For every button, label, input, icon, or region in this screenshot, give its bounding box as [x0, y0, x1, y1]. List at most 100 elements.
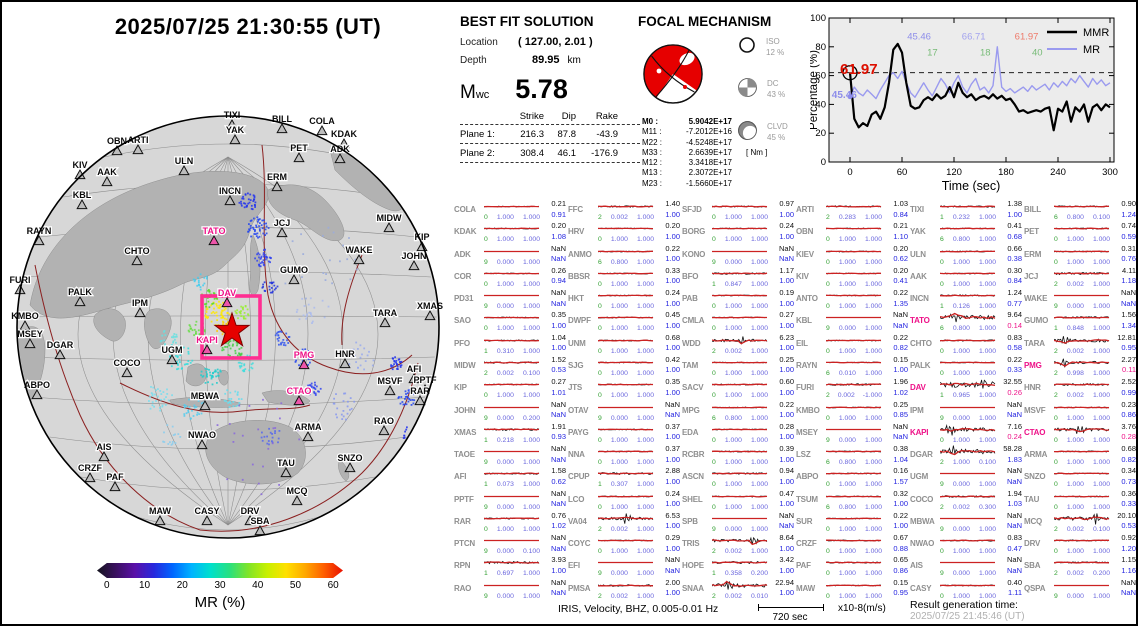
- waveform-icon: [940, 272, 996, 275]
- station-code: AFI: [454, 472, 467, 482]
- station-weights: 0 1.000 1.000: [940, 347, 996, 355]
- station-weights: 0 1.000 1.000: [1054, 481, 1110, 489]
- station-weights: 9 0.000 1.000: [826, 325, 882, 333]
- station-amplitudes: 0.20 1.00: [665, 221, 680, 241]
- station-amplitudes: 3.42 1.00: [779, 555, 794, 575]
- station-code: TAM: [682, 360, 699, 370]
- map-station-TARA: TARA: [372, 307, 399, 328]
- colorbar-tick-60: 60: [327, 580, 339, 591]
- station-amplitudes: NaN NaN: [778, 510, 794, 531]
- grid-cell-SBA: SBA 2 0.002 0.200 1.15 1.16: [1024, 554, 1138, 577]
- best-fit-panel: BEST FIT SOLUTION Location ( 127.00, 2.0…: [460, 14, 640, 196]
- grid-cell-PMG: PMG 2 0.998 1.000 2.27 0.11: [1024, 354, 1138, 377]
- waveform-icon: [484, 205, 540, 208]
- station-amplitudes: 0.22 1.35: [893, 288, 908, 308]
- svg-text:ABPO: ABPO: [24, 380, 50, 390]
- waveform-icon: [712, 272, 768, 275]
- grid-cell-NNA: NNA 0 1.000 1.000 0.37 1.00: [568, 443, 682, 466]
- svg-text:HNR: HNR: [335, 349, 355, 359]
- waveform-icon: [826, 339, 882, 342]
- station-triangle-icon: [384, 384, 396, 396]
- station-triangle-icon: [76, 198, 88, 210]
- station-weights: 0 1.000 1.000: [484, 325, 540, 333]
- station-amplitudes: 0.45 1.00: [665, 310, 680, 330]
- station-amplitudes: 0.24 1.00: [665, 288, 680, 308]
- station-weights: 0 1.000 1.000: [712, 214, 768, 221]
- station-weights: 2 1.000 0.100: [940, 459, 996, 467]
- station-amplitudes: 0.15 1.00: [893, 354, 908, 375]
- grid-cell-COYC: COYC 0 1.000 1.000 0.29 1.00: [568, 532, 682, 555]
- grid-cell-CRZF: CRZF 0 1.000 1.000 0.67 0.88: [796, 532, 910, 555]
- station-weights: 2 0.002 0.100: [484, 369, 540, 377]
- tensor-row-M22: M22 : -4.5248E+17: [642, 137, 732, 147]
- station-code: ANTO: [796, 294, 818, 304]
- map-station-PALK: PALK: [67, 286, 94, 307]
- waveform-icon: [484, 517, 540, 520]
- station-amplitudes: NaN NaN: [550, 533, 566, 553]
- station-weights: 9 0.000 1.000: [484, 303, 540, 311]
- waveform-icon: [826, 272, 882, 275]
- station-weights: 2 0.002 1.000: [712, 347, 768, 355]
- grid-cell-RCBR: RCBR 0 1.000 1.000 0.39 1.00: [682, 443, 796, 466]
- station-code: AAK: [910, 271, 927, 281]
- station-triangle-icon: [98, 450, 110, 462]
- grid-cell-PAF: PAF 0 1.000 1.000 0.65 0.86: [796, 554, 910, 577]
- moment-tensor-list: M0 :5.9042E+17 M11 : -7.2012E+16 M22 : -4.52…: [642, 117, 792, 189]
- grid-cell-ASCN: ASCN 0 1.000 1.000 0.94 1.00: [682, 465, 796, 488]
- station-amplitudes: 0.34 0.73: [1121, 466, 1136, 486]
- station-amplitudes: 9.64 0.14: [1007, 310, 1022, 330]
- station-triangle-icon: [224, 194, 236, 206]
- station-code: MAW: [796, 583, 815, 593]
- grid-cell-SJG: SJG 0 1.000 1.000 0.42 1.00: [568, 354, 682, 377]
- station-weights: 0 1.000 1.000: [940, 258, 996, 266]
- station-code: KDAK: [454, 227, 477, 237]
- station-weights: 6 0.800 1.000: [598, 258, 654, 266]
- waveform-icon: [1054, 539, 1110, 542]
- svg-text:40: 40: [1032, 47, 1043, 58]
- waveform-icon: [940, 562, 995, 564]
- waveform-icon: [826, 428, 881, 430]
- waveform-icon: [598, 450, 654, 453]
- station-weights: 0 1.000 1.000: [826, 525, 882, 533]
- grid-cell-KIP: KIP 0 1.000 1.000 0.27 1.01: [454, 376, 568, 399]
- grid-cell-PPTF: PPTF 9 0.000 1.000 NaN NaN: [454, 488, 568, 511]
- station-amplitudes: 6.53 1.00: [665, 510, 680, 531]
- station-amplitudes: 0.66 0.38: [1007, 243, 1022, 264]
- station-code: ERM: [1024, 249, 1042, 259]
- grid-cell-WAKE: WAKE 9 0.000 1.000 NaN NaN: [1024, 287, 1138, 310]
- svg-text:SNZO: SNZO: [337, 453, 362, 463]
- station-amplitudes: 0.65 0.86: [893, 555, 908, 575]
- station-amplitudes: 32.55 0.26: [1003, 377, 1022, 397]
- grid-cell-JTS: JTS 0 1.000 1.000 0.35 1.00: [568, 376, 682, 399]
- station-weights: 0 1.000 1.000: [598, 369, 654, 377]
- station-weights: 1 0.218 1.000: [484, 436, 540, 444]
- station-weights: 9 0.000 1.000: [826, 436, 882, 444]
- station-weights: 0 1.000 1.000: [598, 503, 654, 511]
- tensor-row-M33: M33 :2.6639E+17[ Nm ]: [642, 147, 768, 157]
- grid-cell-EIL: EIL 0 1.000 1.000 0.22 0.82: [796, 332, 910, 355]
- station-triangle-icon: [280, 466, 292, 478]
- station-amplitudes: NaN NaN: [550, 488, 566, 509]
- svg-text:180: 180: [998, 167, 1014, 178]
- colorbar-tick-50: 50: [289, 580, 302, 591]
- colorbar-label: MR (%): [194, 594, 246, 611]
- waveform-icon: [1054, 406, 1110, 408]
- station-amplitudes: 3.93 1.00: [551, 555, 566, 575]
- station-triangle-icon: [178, 164, 190, 176]
- waveform-icon: [484, 316, 540, 319]
- waveform-icon: [598, 361, 654, 364]
- svg-text:61.97: 61.97: [840, 61, 878, 78]
- station-weights: 9 0.000 1.000: [598, 570, 654, 578]
- station-code: ADK: [454, 249, 471, 259]
- grid-cell-TAOE: TAOE 9 0.000 1.000 NaN NaN: [454, 443, 568, 466]
- grid-cell-ADK: ADK 9 0.000 1.000 NaN NaN: [454, 243, 568, 266]
- grid-cell-CTAO: CTAO 0 1.000 1.000 3.76 0.28: [1024, 421, 1138, 444]
- grid-cell-UGM: UGM 9 0.000 1.000 NaN NaN: [910, 465, 1024, 488]
- station-code: SNAA: [682, 583, 704, 593]
- chart-legend: MMR MR: [1047, 27, 1109, 56]
- svg-text:45.46: 45.46: [832, 90, 857, 101]
- grid-cell-BILL: BILL 6 0.800 0.100 0.90 1.24: [1024, 198, 1138, 221]
- waveform-icon: [1054, 450, 1110, 453]
- waveform-icon: [484, 561, 540, 565]
